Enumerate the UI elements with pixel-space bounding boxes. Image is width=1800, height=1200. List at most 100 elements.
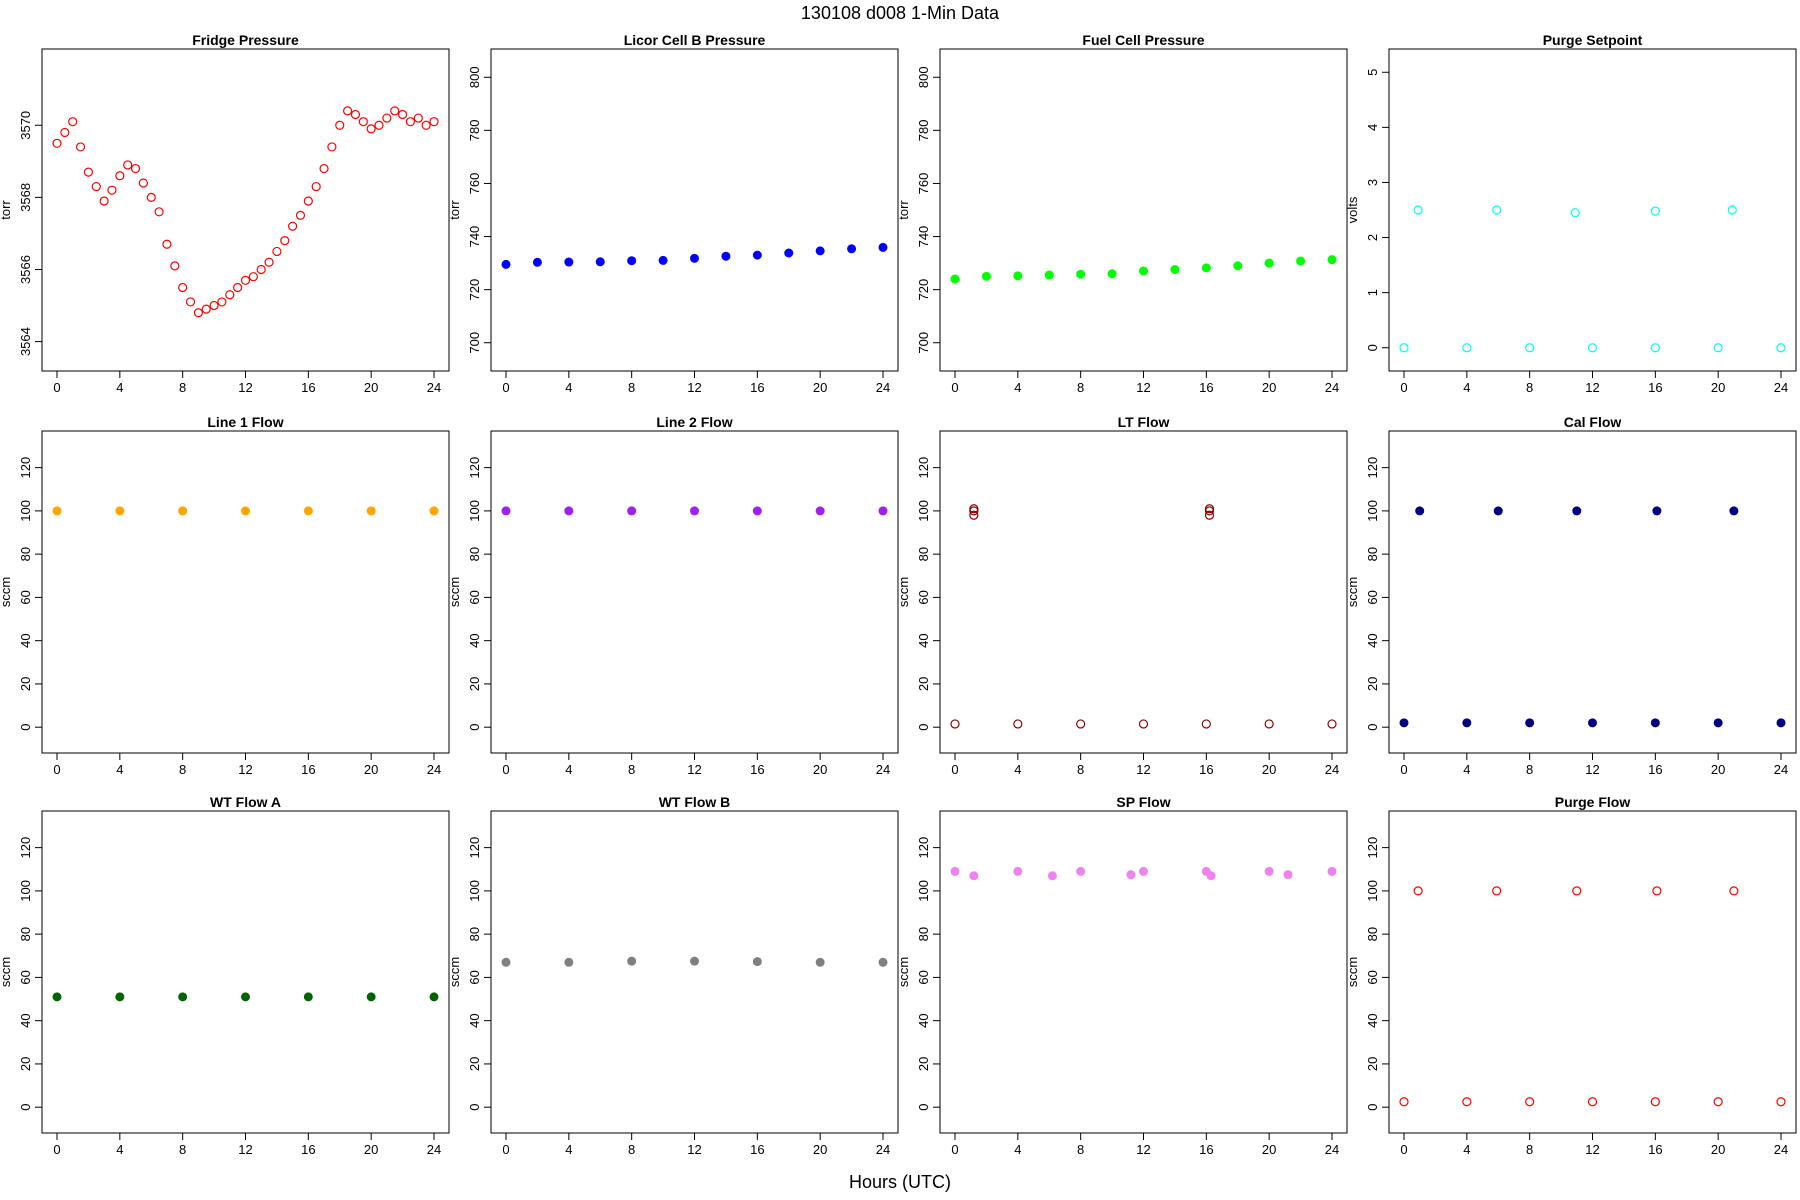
- x-tick-label: 4: [116, 762, 123, 777]
- x-tick-label: 12: [687, 380, 701, 395]
- panel-cal-flow: Cal Flow 0 4 8 12 16 20 24 0 20 40 60 80 100 120 sccm: [1345, 414, 1797, 777]
- data-point: [397, 109, 408, 120]
- data-point: [429, 117, 439, 127]
- panel-title: WT Flow A: [210, 794, 281, 810]
- data-point: [532, 257, 542, 267]
- data-point: [1650, 718, 1660, 728]
- data-point: [1415, 506, 1425, 516]
- y-tick-label: 0: [1365, 724, 1380, 731]
- y-tick-label: 0: [18, 1104, 33, 1111]
- y-tick-label: 80: [467, 927, 482, 941]
- y-tick-label: 4: [1365, 124, 1380, 131]
- x-tick-label: 12: [1136, 1142, 1150, 1157]
- data-point: [123, 160, 133, 170]
- plot-frame: [939, 810, 1348, 1134]
- data-point: [1013, 271, 1023, 281]
- y-tick-label: 120: [1365, 457, 1380, 479]
- x-tick-label: 20: [1711, 380, 1725, 395]
- panel-line-2-flow: Line 2 Flow 0 4 8 12 16 20 24 0 20 40 60 80 100 120 scc…: [447, 414, 899, 777]
- data-point: [1399, 343, 1409, 353]
- panel-purge-flow: Purge Flow 0 4 8 12 16 20 24 0 20 40 60 80 100 120 sccm: [1345, 794, 1797, 1157]
- y-tick-label: 120: [1365, 837, 1380, 859]
- data-point: [1462, 1097, 1472, 1107]
- x-tick-label: 0: [502, 762, 509, 777]
- series-1: [501, 242, 888, 269]
- y-tick-label: 80: [1365, 927, 1380, 941]
- x-tick-label: 16: [1648, 762, 1662, 777]
- data-point: [815, 506, 825, 516]
- data-point: [1650, 343, 1660, 353]
- data-layer: [950, 504, 1337, 729]
- y-tick-label: 800: [467, 66, 482, 88]
- x-tick-label: 24: [427, 762, 441, 777]
- data-point: [115, 506, 125, 516]
- x-tick-label: 20: [364, 380, 378, 395]
- data-point: [1170, 264, 1180, 274]
- data-point: [366, 124, 376, 134]
- data-point: [68, 117, 78, 127]
- panel-wt-flow-b: WT Flow B 0 4 8 12 16 20 24 0 20 40 60 80 100 120 sccm: [447, 794, 899, 1157]
- y-tick-label: 20: [467, 1057, 482, 1071]
- panel-fridge-pressure: Fridge Pressure 0 4 8 12 16 20 24 3564 3566 3568 35…: [0, 32, 450, 395]
- y-tick-label: 60: [18, 590, 33, 604]
- y-axis-label: sccm: [896, 577, 911, 607]
- data-point: [241, 992, 250, 1002]
- panel-title: Licor Cell B Pressure: [624, 32, 766, 48]
- data-point: [405, 117, 416, 127]
- data-point: [1713, 718, 1723, 728]
- y-axis-label: torr: [447, 200, 462, 220]
- x-tick-label: 12: [1136, 762, 1150, 777]
- x-tick-label: 16: [1648, 1142, 1662, 1157]
- x-tick-label: 16: [750, 1142, 764, 1157]
- y-tick-label: 780: [916, 120, 931, 142]
- x-tick-label: 8: [1526, 380, 1533, 395]
- data-point: [878, 506, 888, 516]
- data-point: [1492, 886, 1502, 896]
- y-tick-label: 120: [467, 837, 482, 859]
- series-1: [950, 255, 1337, 284]
- data-point: [627, 256, 637, 266]
- x-tick-label: 0: [502, 380, 509, 395]
- data-point: [1296, 256, 1306, 266]
- y-tick-label: 100: [18, 500, 33, 522]
- y-tick-label: 20: [18, 677, 33, 691]
- data-point: [1076, 866, 1086, 876]
- data-point: [201, 304, 211, 314]
- data-point: [595, 257, 605, 267]
- data-point: [878, 957, 888, 967]
- x-tick-label: 12: [687, 1142, 701, 1157]
- data-point: [185, 297, 196, 307]
- data-point: [1572, 886, 1582, 896]
- x-tick-label: 8: [628, 380, 635, 395]
- series-1: [501, 956, 888, 967]
- y-tick-label: 0: [916, 724, 931, 731]
- x-tick-label: 4: [1014, 762, 1021, 777]
- y-tick-label: 100: [467, 880, 482, 902]
- y-tick-label: 80: [18, 547, 33, 561]
- data-point: [75, 142, 86, 152]
- x-tick-label: 0: [1400, 1142, 1407, 1157]
- data-point: [1713, 1097, 1723, 1107]
- y-tick-label: 0: [467, 724, 482, 731]
- y-tick-label: 60: [467, 590, 482, 604]
- data-point: [91, 181, 101, 192]
- panel-title: Fridge Pressure: [192, 32, 299, 48]
- x-tick-label: 4: [116, 1142, 123, 1157]
- data-point: [241, 506, 250, 516]
- x-tick-label: 24: [1325, 1142, 1339, 1157]
- series-2: [1415, 506, 1739, 516]
- y-tick-label: 720: [916, 279, 931, 301]
- data-point: [374, 120, 384, 130]
- x-tick-label: 12: [238, 1142, 252, 1157]
- data-point: [1776, 718, 1786, 728]
- data-point: [1264, 866, 1274, 876]
- y-axis-label: sccm: [1345, 577, 1360, 607]
- x-tick-label: 24: [427, 1142, 441, 1157]
- x-tick-label: 8: [628, 762, 635, 777]
- data-point: [178, 282, 188, 293]
- y-tick-label: 40: [1365, 633, 1380, 647]
- series-1: [950, 866, 1337, 876]
- data-point: [878, 242, 888, 252]
- data-point: [60, 127, 70, 138]
